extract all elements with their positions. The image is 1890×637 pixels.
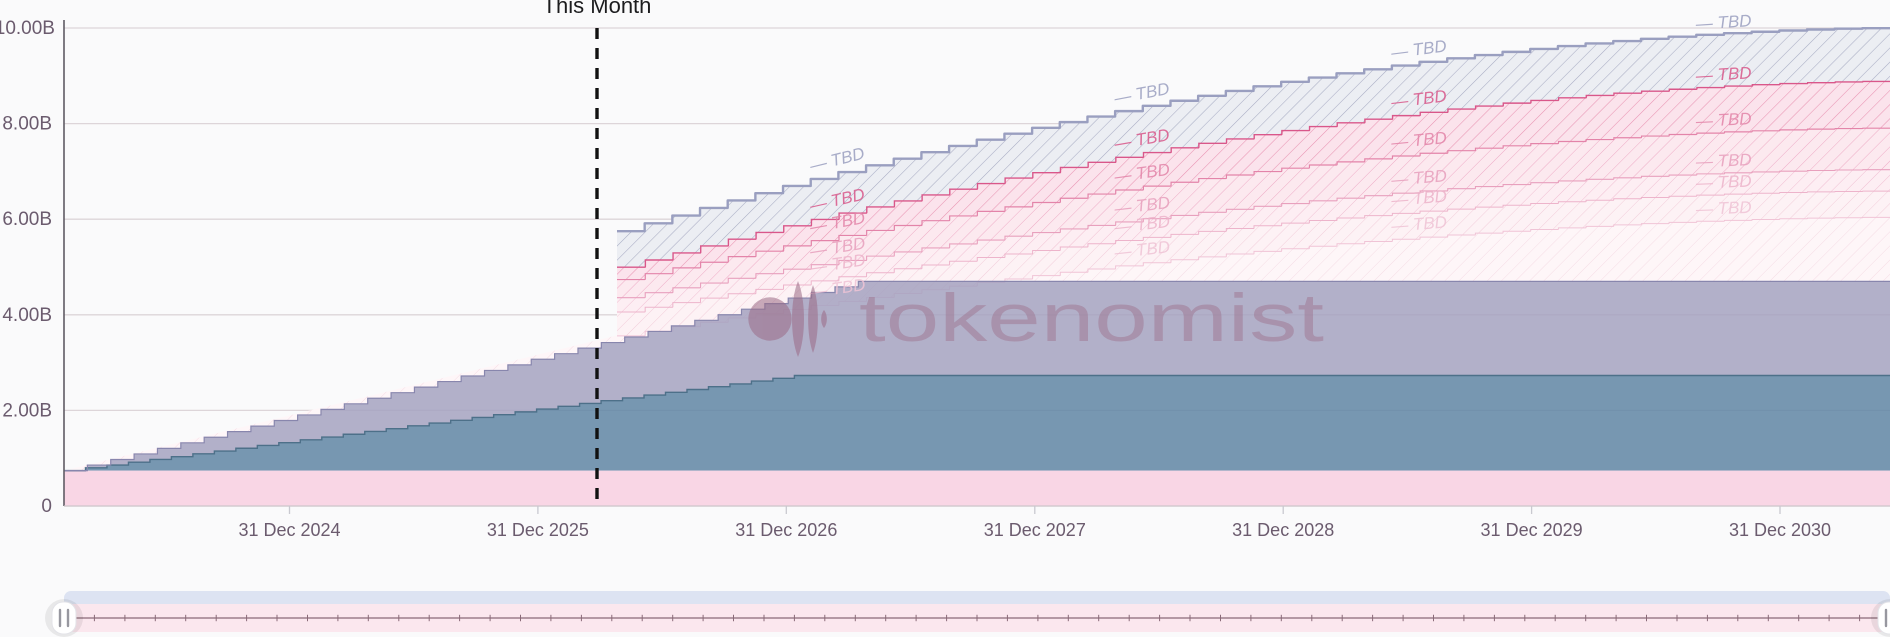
svg-text:31 Dec 2024: 31 Dec 2024 — [238, 520, 340, 540]
svg-text:— TBD: — TBD — [1694, 109, 1752, 131]
svg-text:— TBD: — TBD — [1695, 172, 1752, 193]
svg-text:8.00B: 8.00B — [2, 114, 52, 135]
svg-text:31 Dec 2030: 31 Dec 2030 — [1729, 520, 1831, 540]
svg-text:— TBD: — TBD — [1112, 79, 1171, 108]
svg-text:10.00B: 10.00B — [0, 18, 55, 39]
svg-text:31 Dec 2028: 31 Dec 2028 — [1232, 520, 1334, 540]
svg-text:— TBD: — TBD — [1695, 198, 1752, 219]
svg-text:— TBD: — TBD — [1389, 36, 1448, 62]
svg-text:6.00B: 6.00B — [2, 209, 52, 230]
svg-text:2.00B: 2.00B — [2, 400, 52, 421]
svg-text:This Month: This Month — [543, 0, 652, 18]
svg-text:— TBD: — TBD — [1694, 11, 1752, 34]
svg-text:4.00B: 4.00B — [2, 305, 52, 326]
svg-text:31 Dec 2026: 31 Dec 2026 — [735, 520, 837, 540]
svg-text:— TBD: — TBD — [1695, 150, 1752, 171]
svg-text:31 Dec 2029: 31 Dec 2029 — [1481, 520, 1583, 540]
svg-text:31 Dec 2027: 31 Dec 2027 — [984, 520, 1086, 540]
svg-text:0: 0 — [41, 496, 52, 517]
svg-text:31 Dec 2025: 31 Dec 2025 — [487, 520, 589, 540]
svg-text:— TBD: — TBD — [1694, 63, 1752, 85]
svg-text:tokenomist: tokenomist — [859, 280, 1324, 356]
